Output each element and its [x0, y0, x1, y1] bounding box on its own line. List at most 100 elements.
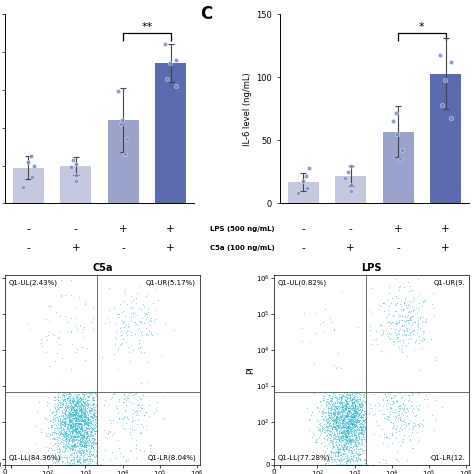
- Point: [131, 319, 138, 326]
- Point: [73, 414, 80, 422]
- Point: [331, 389, 338, 397]
- Point: [84, 392, 92, 400]
- Point: [332, 394, 340, 402]
- Point: [415, 339, 422, 347]
- Point: [345, 390, 352, 398]
- Point: [404, 317, 411, 324]
- Point: [351, 420, 359, 428]
- Point: [319, 447, 326, 454]
- Point: [335, 428, 343, 435]
- Point: [356, 416, 364, 424]
- Point: [338, 394, 346, 402]
- Point: [52, 452, 60, 460]
- Point: [65, 392, 73, 400]
- Point: [337, 428, 345, 436]
- Point: [88, 389, 95, 396]
- Point: [329, 431, 337, 439]
- Point: [71, 420, 78, 428]
- Point: [324, 414, 332, 421]
- Point: [340, 408, 347, 416]
- Point: [349, 409, 356, 417]
- Point: [341, 420, 349, 428]
- Point: [91, 445, 98, 453]
- Point: [72, 442, 80, 450]
- Point: [87, 444, 95, 452]
- Point: [349, 398, 357, 406]
- Point: [347, 461, 355, 468]
- Point: [345, 461, 352, 468]
- Point: [335, 430, 343, 438]
- Point: [351, 404, 359, 411]
- Point: [84, 415, 91, 423]
- Point: [401, 295, 408, 303]
- Point: [334, 449, 342, 457]
- Point: [407, 299, 414, 306]
- Point: [61, 446, 68, 454]
- Point: [350, 425, 358, 433]
- Point: [333, 402, 340, 410]
- Point: [334, 461, 342, 468]
- Point: [345, 406, 353, 413]
- Point: [78, 441, 86, 449]
- Point: [140, 301, 147, 308]
- Point: [49, 421, 56, 429]
- Point: [339, 461, 346, 468]
- Point: [334, 424, 342, 432]
- Point: [355, 439, 363, 447]
- Point: [88, 442, 96, 450]
- Point: [386, 416, 393, 423]
- Point: [343, 445, 351, 453]
- Point: [353, 427, 361, 434]
- Point: [81, 455, 89, 462]
- Point: [357, 426, 365, 433]
- Point: [82, 461, 90, 468]
- Point: [415, 304, 423, 312]
- Point: [353, 449, 360, 456]
- Point: [130, 312, 137, 320]
- Point: [346, 408, 353, 415]
- Point: [139, 391, 147, 399]
- Point: [70, 433, 77, 440]
- Point: [76, 405, 83, 413]
- Point: [72, 414, 80, 422]
- Point: [88, 451, 96, 459]
- Point: [61, 395, 69, 402]
- Point: [345, 414, 352, 422]
- Point: [347, 461, 355, 468]
- Point: [394, 310, 402, 318]
- Point: [164, 75, 171, 82]
- Point: [350, 418, 358, 425]
- Point: [65, 405, 73, 413]
- Point: [351, 404, 358, 411]
- Point: [357, 422, 365, 430]
- Point: [340, 407, 348, 415]
- Point: [347, 435, 355, 443]
- Point: [344, 420, 351, 428]
- Point: [350, 396, 357, 403]
- Point: [81, 461, 88, 468]
- Point: [83, 408, 91, 416]
- Point: [85, 450, 93, 458]
- Point: [72, 433, 80, 441]
- Point: [55, 428, 63, 436]
- Point: [69, 426, 77, 434]
- Point: [46, 431, 53, 439]
- Point: [66, 437, 73, 445]
- Point: [373, 336, 380, 343]
- Point: [384, 306, 392, 313]
- Point: [57, 461, 64, 468]
- Point: [90, 461, 97, 468]
- Point: [76, 430, 84, 438]
- Point: [82, 430, 90, 438]
- Point: [75, 419, 83, 427]
- Point: [69, 415, 77, 422]
- Point: [70, 419, 78, 427]
- Point: [81, 456, 88, 464]
- Point: [84, 418, 91, 426]
- Point: [50, 434, 58, 442]
- Point: [78, 395, 85, 402]
- Point: [356, 410, 364, 417]
- Point: [410, 422, 417, 429]
- Point: [338, 428, 346, 436]
- Point: [338, 452, 346, 460]
